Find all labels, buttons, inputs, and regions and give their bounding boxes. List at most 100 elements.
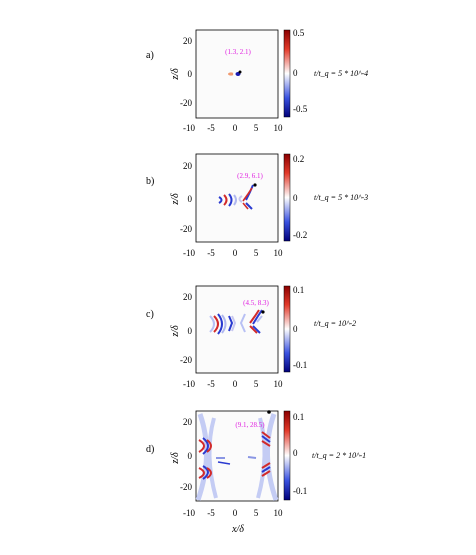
field-lobe <box>261 431 271 439</box>
x-ticks: -10 -5 0 5 10 <box>183 248 283 258</box>
plot-area <box>195 153 279 243</box>
x-tick-label: 5 <box>254 123 259 133</box>
x-tick-label: 0 <box>233 379 238 389</box>
colorbar-mid-label: 0 <box>293 448 298 458</box>
colorbar-mid-label: 0 <box>293 68 298 78</box>
y-tick-label: -20 <box>180 482 192 492</box>
panel-c: c) z/δ (4.5, 8.3) 20 0 -20 -10 <box>146 285 356 389</box>
svg-text:z/δ: z/δ <box>170 452 181 465</box>
x-tick-label: 10 <box>274 123 284 133</box>
y-axis-label: z/δ <box>170 452 181 465</box>
field-lobe <box>252 309 263 325</box>
colorbar-min-label: -0.5 <box>293 104 308 114</box>
field-lobe <box>228 315 234 332</box>
field-lobe <box>242 202 249 210</box>
field-lobe <box>239 313 246 333</box>
x-tick-label: 10 <box>274 248 284 258</box>
colorbar-min-label: -0.1 <box>293 360 307 370</box>
x-ticks: -10 -5 0 5 10 <box>183 379 283 389</box>
position-annotation: (1.3, 2.1) <box>225 48 251 56</box>
field-pattern <box>218 183 257 210</box>
panel-label: c) <box>146 309 154 320</box>
x-tick-label: 10 <box>274 508 284 518</box>
y-axis-label: z/δ <box>170 68 181 81</box>
x-ticks: -10 -5 0 5 10 <box>183 508 283 518</box>
colorbar <box>283 410 291 501</box>
panel-d: d) z/δ (9.1 <box>146 410 366 535</box>
colorbar-ticks: 0.5 0 -0.5 <box>293 28 308 114</box>
y-axis-label: z/δ <box>170 193 181 206</box>
y-tick-label: 0 <box>188 451 193 461</box>
field-lobe <box>202 465 209 480</box>
field-lobe <box>245 202 253 210</box>
particle-marker <box>253 183 257 187</box>
particle-marker <box>261 310 265 314</box>
x-tick-label: -10 <box>183 508 195 518</box>
x-tick-label: 0 <box>233 123 238 133</box>
y-tick-label: 0 <box>188 326 193 336</box>
time-label: t/t_q = 5 * 10^-3 <box>314 193 368 202</box>
field-lobe <box>206 439 212 453</box>
time-label: t/t_q = 5 * 10^-4 <box>314 69 368 78</box>
x-tick-label: -5 <box>207 379 215 389</box>
x-tick-label: -5 <box>207 248 215 258</box>
field-pattern <box>209 309 265 335</box>
position-annotation: (4.5, 8.3) <box>243 299 269 307</box>
field-lobe <box>213 315 219 333</box>
field-lobe <box>256 417 267 499</box>
time-label: t/t_q = 2 * 10^-1 <box>312 451 366 460</box>
field-lobe <box>198 467 205 479</box>
field-lobe <box>207 417 218 499</box>
colorbar-ticks: 0.2 0 -0.2 <box>293 154 307 240</box>
x-ticks: -10 -5 0 5 10 <box>183 123 283 133</box>
y-tick-label: 0 <box>188 69 193 79</box>
colorbar <box>283 285 291 373</box>
x-tick-label: 0 <box>233 508 238 518</box>
field-lobe <box>249 325 258 334</box>
field-lobe <box>261 470 271 477</box>
particle-marker <box>267 410 271 414</box>
colorbar-mid-label: 0 <box>293 324 298 334</box>
y-tick-label: -20 <box>180 224 192 234</box>
field-lobe <box>233 194 237 206</box>
field-pattern <box>195 410 279 501</box>
x-tick-label: -5 <box>207 508 215 518</box>
y-tick-label: 20 <box>183 36 193 46</box>
x-tick-label: 5 <box>254 248 259 258</box>
panel-b: b) z/δ (2.9, 6.1) 20 0 -20 -10 -5 0 5 <box>146 153 368 258</box>
field-lobe <box>228 72 234 76</box>
panel-label: a) <box>146 50 154 61</box>
colorbar <box>283 153 291 242</box>
panel-label: b) <box>146 176 154 187</box>
field-lobe <box>249 309 260 324</box>
field-lobe <box>247 456 257 459</box>
y-tick-label: 0 <box>188 194 193 204</box>
field-lobe <box>221 314 227 334</box>
field-lobe <box>217 313 223 335</box>
field-pattern <box>228 70 242 76</box>
field-lobe <box>198 439 205 453</box>
position-annotation: (2.9, 6.1) <box>237 172 263 180</box>
x-tick-label: 10 <box>274 379 284 389</box>
particle-marker <box>238 70 242 74</box>
field-lobe <box>256 315 263 323</box>
plot-area <box>195 285 279 374</box>
field-lobe <box>206 467 212 479</box>
field-lobe <box>195 413 209 501</box>
y-tick-label: 20 <box>183 161 193 171</box>
y-ticks: 20 0 -20 <box>180 161 193 234</box>
x-axis-label: x/δ <box>231 524 244 535</box>
field-lobe <box>242 187 253 202</box>
x-tick-label: -10 <box>183 248 195 258</box>
x-tick-label: -10 <box>183 123 195 133</box>
y-tick-label: -20 <box>180 98 192 108</box>
y-tick-label: -20 <box>180 355 192 365</box>
panel-a: a) z/δ (1.3, 2.1) 20 0 -20 -10 -5 0 5 10… <box>146 28 368 133</box>
field-lobe <box>217 461 231 465</box>
colorbar-mid-label: 0 <box>293 193 298 203</box>
colorbar-max-label: 0.5 <box>293 28 305 38</box>
field-lobe <box>252 325 261 334</box>
field-lobe <box>261 435 271 443</box>
x-tick-label: 0 <box>233 248 238 258</box>
